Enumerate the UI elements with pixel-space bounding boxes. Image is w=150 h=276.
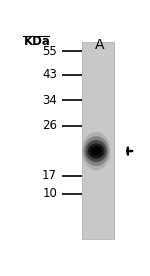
- Ellipse shape: [84, 136, 109, 166]
- Text: KDa: KDa: [23, 35, 50, 48]
- Text: 34: 34: [42, 94, 57, 107]
- Text: 10: 10: [42, 187, 57, 200]
- Text: 43: 43: [42, 68, 57, 81]
- Bar: [82, 42, 114, 239]
- Ellipse shape: [90, 146, 102, 156]
- Text: 55: 55: [42, 45, 57, 58]
- Text: 17: 17: [42, 169, 57, 182]
- Text: 26: 26: [42, 119, 57, 132]
- Ellipse shape: [85, 140, 107, 162]
- Ellipse shape: [82, 132, 111, 170]
- Text: A: A: [95, 38, 105, 52]
- Ellipse shape: [93, 148, 100, 154]
- Ellipse shape: [88, 144, 105, 159]
